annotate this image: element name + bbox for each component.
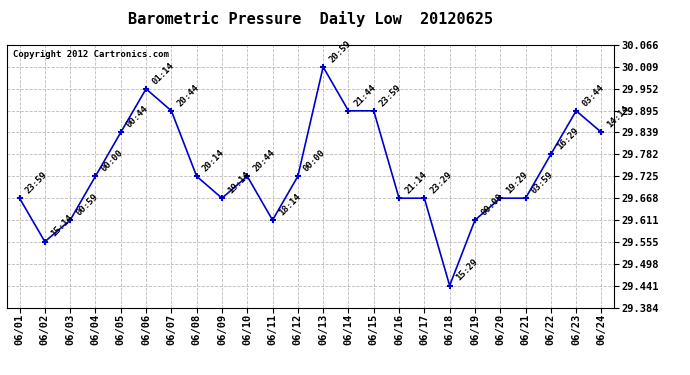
Text: 21:14: 21:14	[403, 170, 428, 195]
Text: 20:59: 20:59	[327, 39, 353, 64]
Text: 03:44: 03:44	[580, 82, 606, 108]
Text: 00:00: 00:00	[302, 148, 327, 174]
Text: 23:59: 23:59	[378, 82, 403, 108]
Text: 01:14: 01:14	[150, 61, 175, 86]
Text: 23:59: 23:59	[23, 170, 49, 195]
Text: 21:44: 21:44	[353, 82, 378, 108]
Text: 19:14: 19:14	[226, 170, 251, 195]
Text: 16:29: 16:29	[555, 126, 580, 152]
Text: 20:44: 20:44	[175, 82, 201, 108]
Text: 00:59: 00:59	[75, 192, 99, 217]
Text: 15:14: 15:14	[49, 213, 75, 239]
Text: 03:59: 03:59	[530, 170, 555, 195]
Text: 15:29: 15:29	[454, 257, 479, 283]
Text: 19:29: 19:29	[504, 170, 530, 195]
Text: 20:44: 20:44	[251, 148, 277, 174]
Text: 00:00: 00:00	[99, 148, 125, 174]
Text: Barometric Pressure  Daily Low  20120625: Barometric Pressure Daily Low 20120625	[128, 11, 493, 27]
Text: Copyright 2012 Cartronics.com: Copyright 2012 Cartronics.com	[13, 50, 169, 59]
Text: 20:14: 20:14	[201, 148, 226, 174]
Text: 00:00: 00:00	[479, 192, 504, 217]
Text: 00:44: 00:44	[125, 104, 150, 130]
Text: 18:14: 18:14	[277, 192, 302, 217]
Text: 14:14: 14:14	[606, 104, 631, 130]
Text: 23:29: 23:29	[428, 170, 454, 195]
